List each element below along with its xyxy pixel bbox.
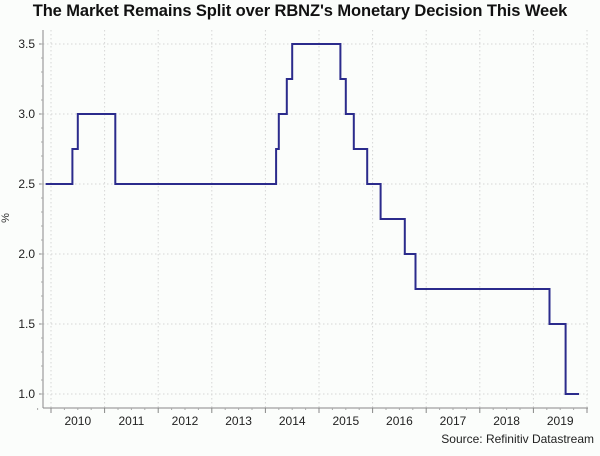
- x-tick-label: 2014: [279, 414, 306, 428]
- x-tick-label: 2015: [332, 414, 359, 428]
- x-tick-label: 2016: [386, 414, 413, 428]
- x-tick-label: 2013: [225, 414, 252, 428]
- axes: [42, 30, 588, 409]
- y-tick-label: 3.0: [18, 107, 35, 121]
- y-tick-label: 1.0: [18, 387, 35, 401]
- rate-series-line: [45, 43, 579, 395]
- x-tick-label: 2019: [547, 414, 574, 428]
- x-tick-label: 2010: [64, 414, 91, 428]
- source-note: Source: Refinitiv Datastream: [441, 432, 594, 446]
- y-tick-label: 2.0: [18, 247, 35, 261]
- gridlines: [43, 30, 588, 408]
- x-tick-label: 2018: [493, 414, 520, 428]
- x-tick-label: 2012: [172, 414, 199, 428]
- y-tick-label: 3.5: [18, 37, 35, 51]
- chart-title: The Market Remains Split over RBNZ's Mon…: [32, 2, 568, 20]
- y-tick-label: 1.5: [18, 317, 35, 331]
- y-tick-label: 2.5: [18, 177, 35, 191]
- x-axis-ticks: 2010 2011 2012 2013 2014 2015 2016 2017 2018 2019: [37, 408, 588, 428]
- x-tick-label: 2011: [118, 414, 144, 428]
- y-axis-ticks: 1.0 1.5 2.0 2.5 3.0 3.5: [18, 37, 43, 401]
- x-tick-label: 2017: [440, 414, 467, 428]
